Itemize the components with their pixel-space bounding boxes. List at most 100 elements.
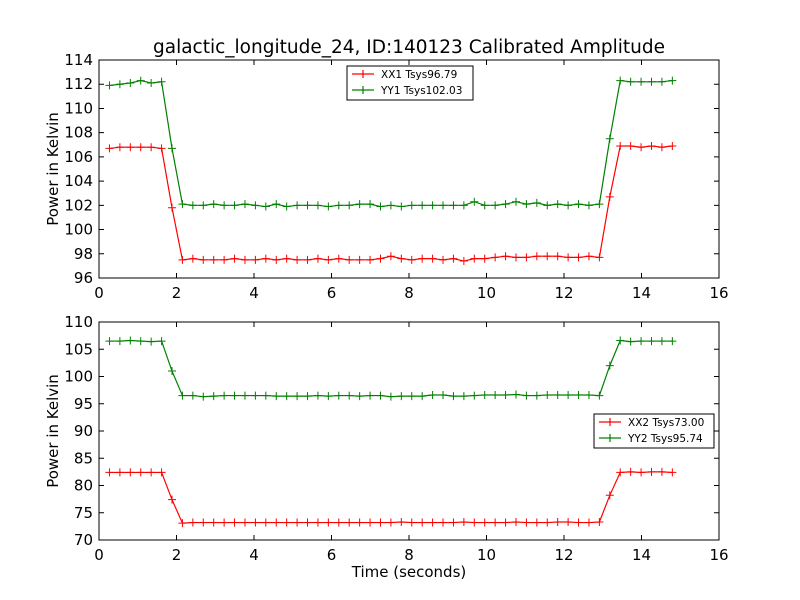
x-tick-label: 8 bbox=[404, 284, 414, 302]
data-point-marker bbox=[313, 391, 322, 400]
data-point-marker bbox=[637, 143, 646, 152]
legend-swatch bbox=[599, 418, 621, 426]
data-point-marker bbox=[574, 253, 583, 262]
data-point-marker bbox=[168, 367, 177, 376]
data-point-marker bbox=[397, 254, 406, 263]
data-point-marker bbox=[126, 468, 135, 477]
data-point-marker bbox=[209, 200, 218, 209]
data-point-marker bbox=[293, 201, 302, 210]
data-point-marker bbox=[605, 361, 614, 370]
data-point-marker bbox=[147, 143, 156, 152]
data-point-marker bbox=[272, 200, 281, 209]
data-point-marker bbox=[251, 518, 260, 527]
subplot-1: 0 2 4 6 8 10 12 14 16 96 98 100 102 104 106 108 110 112 11… bbox=[44, 37, 729, 302]
data-point-marker bbox=[386, 518, 395, 527]
data-point-marker bbox=[313, 254, 322, 263]
data-point-marker bbox=[334, 254, 343, 263]
data-point-marker bbox=[115, 80, 124, 89]
data-point-marker bbox=[637, 77, 646, 86]
series-line-yy2 bbox=[109, 339, 673, 398]
data-point-marker bbox=[345, 518, 354, 527]
data-point-marker bbox=[376, 202, 385, 211]
data-point-marker bbox=[418, 201, 427, 210]
data-point-marker bbox=[126, 79, 135, 88]
data-point-marker bbox=[136, 76, 145, 85]
data-point-marker bbox=[178, 200, 187, 209]
data-point-marker bbox=[511, 253, 520, 262]
data-point-marker bbox=[449, 392, 458, 401]
y-tick-label: 75 bbox=[74, 504, 93, 522]
data-point-marker bbox=[240, 200, 249, 209]
data-point-marker bbox=[407, 392, 416, 401]
data-point-marker bbox=[407, 255, 416, 264]
data-point-marker bbox=[657, 467, 666, 476]
y-tick-label: 102 bbox=[64, 196, 93, 214]
data-point-marker bbox=[386, 392, 395, 401]
x-tick-label: 10 bbox=[477, 546, 496, 564]
data-point-marker bbox=[397, 392, 406, 401]
legend-entry-label: XX2 Tsys73.00 bbox=[628, 417, 704, 429]
data-point-marker bbox=[564, 518, 573, 527]
data-point-marker bbox=[637, 468, 646, 477]
x-tick-label: 4 bbox=[249, 546, 259, 564]
data-point-marker bbox=[303, 392, 312, 401]
chart-title: galactic_longitude_24, ID:140123 Calibra… bbox=[153, 37, 665, 58]
data-point-marker bbox=[449, 201, 458, 210]
data-point-marker bbox=[199, 201, 208, 210]
data-point-marker bbox=[334, 391, 343, 400]
y-tick-label: 110 bbox=[64, 99, 93, 117]
x-tick-label: 2 bbox=[172, 284, 182, 302]
data-point-marker bbox=[605, 134, 614, 143]
x-tick-label: 6 bbox=[327, 284, 337, 302]
data-point-marker bbox=[657, 77, 666, 86]
data-point-marker bbox=[324, 518, 333, 527]
data-point-marker bbox=[293, 392, 302, 401]
data-point-marker bbox=[605, 491, 614, 500]
data-point-marker bbox=[428, 391, 437, 400]
data-point-marker bbox=[230, 254, 239, 263]
data-point-marker bbox=[126, 143, 135, 152]
legend-box bbox=[346, 65, 474, 101]
data-point-marker bbox=[220, 201, 229, 210]
data-point-marker bbox=[647, 77, 656, 86]
x-tick-label: 16 bbox=[709, 546, 728, 564]
data-point-marker bbox=[616, 76, 625, 85]
y-tick-label: 96 bbox=[74, 269, 93, 287]
data-point-marker bbox=[501, 391, 510, 400]
legend: XX2 Tsys73.00 YY2 Tsys95.74 bbox=[593, 413, 715, 449]
legend-entry-label: YY2 Tsys95.74 bbox=[627, 433, 703, 445]
data-point-marker bbox=[334, 518, 343, 527]
data-point-marker bbox=[261, 202, 270, 211]
data-point-marker bbox=[407, 201, 416, 210]
data-point-marker bbox=[366, 200, 375, 209]
data-point-marker bbox=[439, 391, 448, 400]
x-tick-label: 2 bbox=[172, 546, 182, 564]
data-point-marker bbox=[511, 197, 520, 206]
data-point-marker bbox=[459, 257, 468, 266]
data-point-marker bbox=[407, 518, 416, 527]
y-tick-label: 106 bbox=[64, 148, 93, 166]
data-point-marker bbox=[178, 391, 187, 400]
data-point-marker bbox=[366, 391, 375, 400]
data-point-marker bbox=[136, 337, 145, 346]
data-point-marker bbox=[626, 337, 635, 346]
data-point-marker bbox=[439, 201, 448, 210]
data-point-marker bbox=[470, 518, 479, 527]
data-point-marker bbox=[470, 254, 479, 263]
data-point-marker bbox=[647, 337, 656, 346]
data-point-marker bbox=[188, 201, 197, 210]
x-tick-label: 12 bbox=[554, 284, 573, 302]
legend-swatch bbox=[352, 86, 374, 94]
y-tick-label: 90 bbox=[74, 422, 93, 440]
data-point-marker bbox=[459, 392, 468, 401]
data-point-marker bbox=[355, 200, 364, 209]
data-point-marker bbox=[584, 252, 593, 261]
data-point-marker bbox=[251, 255, 260, 264]
data-point-marker bbox=[168, 144, 177, 153]
x-tick-label: 4 bbox=[249, 284, 259, 302]
data-point-marker bbox=[428, 518, 437, 527]
data-point-marker bbox=[230, 201, 239, 210]
data-point-marker bbox=[147, 337, 156, 346]
legend-swatch bbox=[352, 70, 374, 78]
